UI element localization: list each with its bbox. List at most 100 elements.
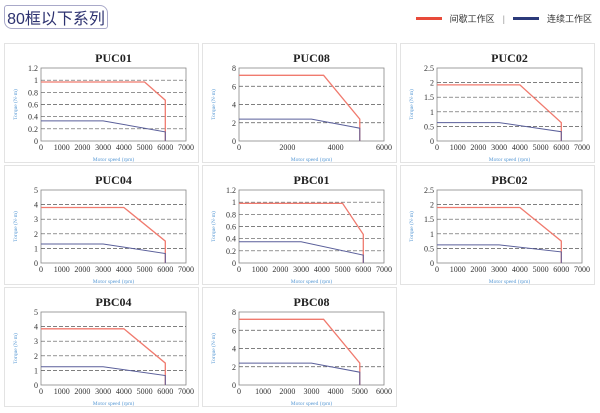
- x-tick-label: 5000: [352, 387, 368, 396]
- y-tick-label: 0.5: [424, 244, 434, 253]
- y-tick-label: 1: [430, 108, 434, 117]
- y-tick-label: 8: [232, 308, 236, 317]
- plot-frame: [40, 311, 187, 386]
- chart-svg: PBC02 0 0.5 1 1.5 2 2.5 0 1000 2000 3000 4000 5000 60…: [408, 173, 590, 285]
- y-tick-label: 4: [34, 323, 38, 332]
- y-tick-label: 2: [430, 79, 434, 88]
- x-tick-label: 3000: [293, 265, 309, 274]
- chart-title: PBC01: [294, 173, 330, 187]
- x-tick-label: 6000: [157, 143, 173, 152]
- chart-panel-puc02: PUC02 0 0.5 1 1.5 2 2.5 0 1000 2000 3000 4000 5000 60…: [400, 43, 595, 163]
- y-axis-label: Torque (N·m): [210, 333, 217, 364]
- chart-panel-pbc08: PBC08 0 2 4 6 8 0 1000 2000 3000 4000 5000 6000 Motor…: [202, 287, 397, 407]
- chart-title: PBC02: [492, 173, 528, 187]
- y-tick-label: 2: [232, 363, 236, 372]
- y-tick-label: 0.5: [424, 122, 434, 131]
- x-tick-label: 6000: [553, 265, 569, 274]
- x-tick-label: 2000: [74, 387, 90, 396]
- y-tick-label: 0.6: [226, 223, 236, 232]
- legend-swatch-continuous: [512, 17, 539, 20]
- y-tick-label: 0.4: [226, 235, 236, 244]
- y-tick-label: 4: [232, 345, 236, 354]
- chart-panel-puc04: PUC04 0 1 2 3 4 5 0 1000 2000 3000 4000 5000 6000 7000…: [4, 165, 199, 285]
- x-tick-label: 4000: [116, 265, 132, 274]
- y-tick-label: 0: [232, 259, 236, 268]
- series-title-badge: 80框以下系列: [4, 5, 108, 29]
- y-tick-label: 2: [34, 230, 38, 239]
- series-line-continuous: [239, 362, 361, 385]
- x-axis-label: Motor speed (rpm): [291, 278, 333, 285]
- series-line-continuous: [41, 243, 166, 263]
- x-tick-label: 3000: [95, 387, 111, 396]
- legend-label-intermittent: 间歇工作区: [449, 14, 495, 24]
- legend-separator: |: [502, 13, 505, 24]
- y-tick-label: 0.8: [226, 210, 236, 219]
- chart-panel-puc08: PUC08 0 2 4 6 8 0 2000 4000 6000 Motor speed (rpm)…: [202, 43, 397, 163]
- plot-frame: [40, 189, 187, 264]
- x-tick-label: 1000: [450, 143, 466, 152]
- series-line-intermittent: [41, 81, 166, 141]
- series-line-intermittent: [41, 328, 166, 385]
- x-axis-label: Motor speed (rpm): [489, 278, 531, 285]
- chart-panel-pbc02: PBC02 0 0.5 1 1.5 2 2.5 0 1000 2000 3000 4000 5000 60…: [400, 165, 595, 285]
- x-tick-label: 6000: [553, 143, 569, 152]
- chart-title: PBC04: [96, 295, 132, 309]
- y-tick-label: 1: [232, 198, 236, 207]
- y-tick-label: 0: [34, 259, 38, 268]
- y-tick-label: 1.2: [28, 64, 38, 73]
- series-line-continuous: [239, 118, 361, 141]
- series-line-continuous: [239, 241, 364, 263]
- x-axis-label: Motor speed (rpm): [93, 400, 135, 407]
- x-axis-label: Motor speed (rpm): [93, 278, 135, 285]
- y-tick-label: 1: [34, 76, 38, 85]
- series-line-continuous: [41, 366, 166, 385]
- x-tick-label: 3000: [95, 265, 111, 274]
- x-tick-label: 0: [39, 143, 43, 152]
- y-tick-label: 5: [34, 308, 38, 317]
- chart-panel-pbc04: PBC04 0 1 2 3 4 5 0 1000 2000 3000 4000 5000 6000 7000…: [4, 287, 199, 407]
- chart-panel-puc01: PUC01 0 0.2 0.4 0.6 0.8 1 1.2 0 1000 2000 3000 4000 5…: [4, 43, 199, 163]
- y-tick-label: 0.2: [28, 125, 38, 134]
- x-tick-label: 2000: [470, 265, 486, 274]
- y-axis-label: Torque (N·m): [210, 211, 217, 242]
- y-tick-label: 3: [34, 215, 38, 224]
- series-line-continuous: [437, 122, 562, 141]
- x-tick-label: 0: [39, 387, 43, 396]
- x-tick-label: 5000: [533, 143, 549, 152]
- y-tick-label: 3: [34, 337, 38, 346]
- y-tick-label: 0.6: [28, 101, 38, 110]
- series-title: 80框以下系列: [7, 11, 105, 28]
- x-tick-label: 6000: [157, 387, 173, 396]
- y-axis-label: Torque (N·m): [12, 333, 19, 364]
- series-line-intermittent: [437, 206, 562, 263]
- series-line-intermittent: [437, 84, 562, 141]
- x-tick-label: 0: [435, 143, 439, 152]
- x-tick-label: 4000: [116, 387, 132, 396]
- chart-panel-pbc01: PBC01 0 0.2 0.4 0.6 0.8 1 1.2 0 1000 2000 3000 4000 5…: [202, 165, 397, 285]
- chart-title: PUC04: [95, 173, 132, 187]
- x-tick-label: 5000: [137, 143, 153, 152]
- x-axis-label: Motor speed (rpm): [93, 156, 135, 163]
- x-tick-label: 0: [435, 265, 439, 274]
- chart-svg: PBC08 0 2 4 6 8 0 1000 2000 3000 4000 5000 6000 Motor…: [210, 295, 392, 407]
- x-tick-label: 1000: [54, 143, 70, 152]
- x-tick-label: 1000: [252, 265, 268, 274]
- y-tick-label: 0: [232, 381, 236, 390]
- y-tick-label: 8: [232, 64, 236, 73]
- x-tick-label: 5000: [137, 387, 153, 396]
- x-tick-label: 1000: [255, 387, 271, 396]
- x-tick-label: 3000: [491, 143, 507, 152]
- y-tick-label: 1.2: [226, 186, 236, 195]
- chart-svg: PUC04 0 1 2 3 4 5 0 1000 2000 3000 4000 5000 6000 7000…: [12, 173, 194, 285]
- x-tick-label: 2000: [470, 143, 486, 152]
- y-tick-label: 1.5: [424, 93, 434, 102]
- chart-svg: PUC08 0 2 4 6 8 0 2000 4000 6000 Motor speed (rpm)…: [210, 51, 392, 163]
- x-axis-label: Motor speed (rpm): [489, 156, 531, 163]
- x-tick-label: 1000: [54, 265, 70, 274]
- chart-svg: PBC04 0 1 2 3 4 5 0 1000 2000 3000 4000 5000 6000 7000…: [12, 295, 194, 407]
- x-tick-label: 2000: [272, 265, 288, 274]
- x-tick-label: 7000: [178, 387, 194, 396]
- y-tick-label: 0.8: [28, 88, 38, 97]
- y-tick-label: 0: [34, 381, 38, 390]
